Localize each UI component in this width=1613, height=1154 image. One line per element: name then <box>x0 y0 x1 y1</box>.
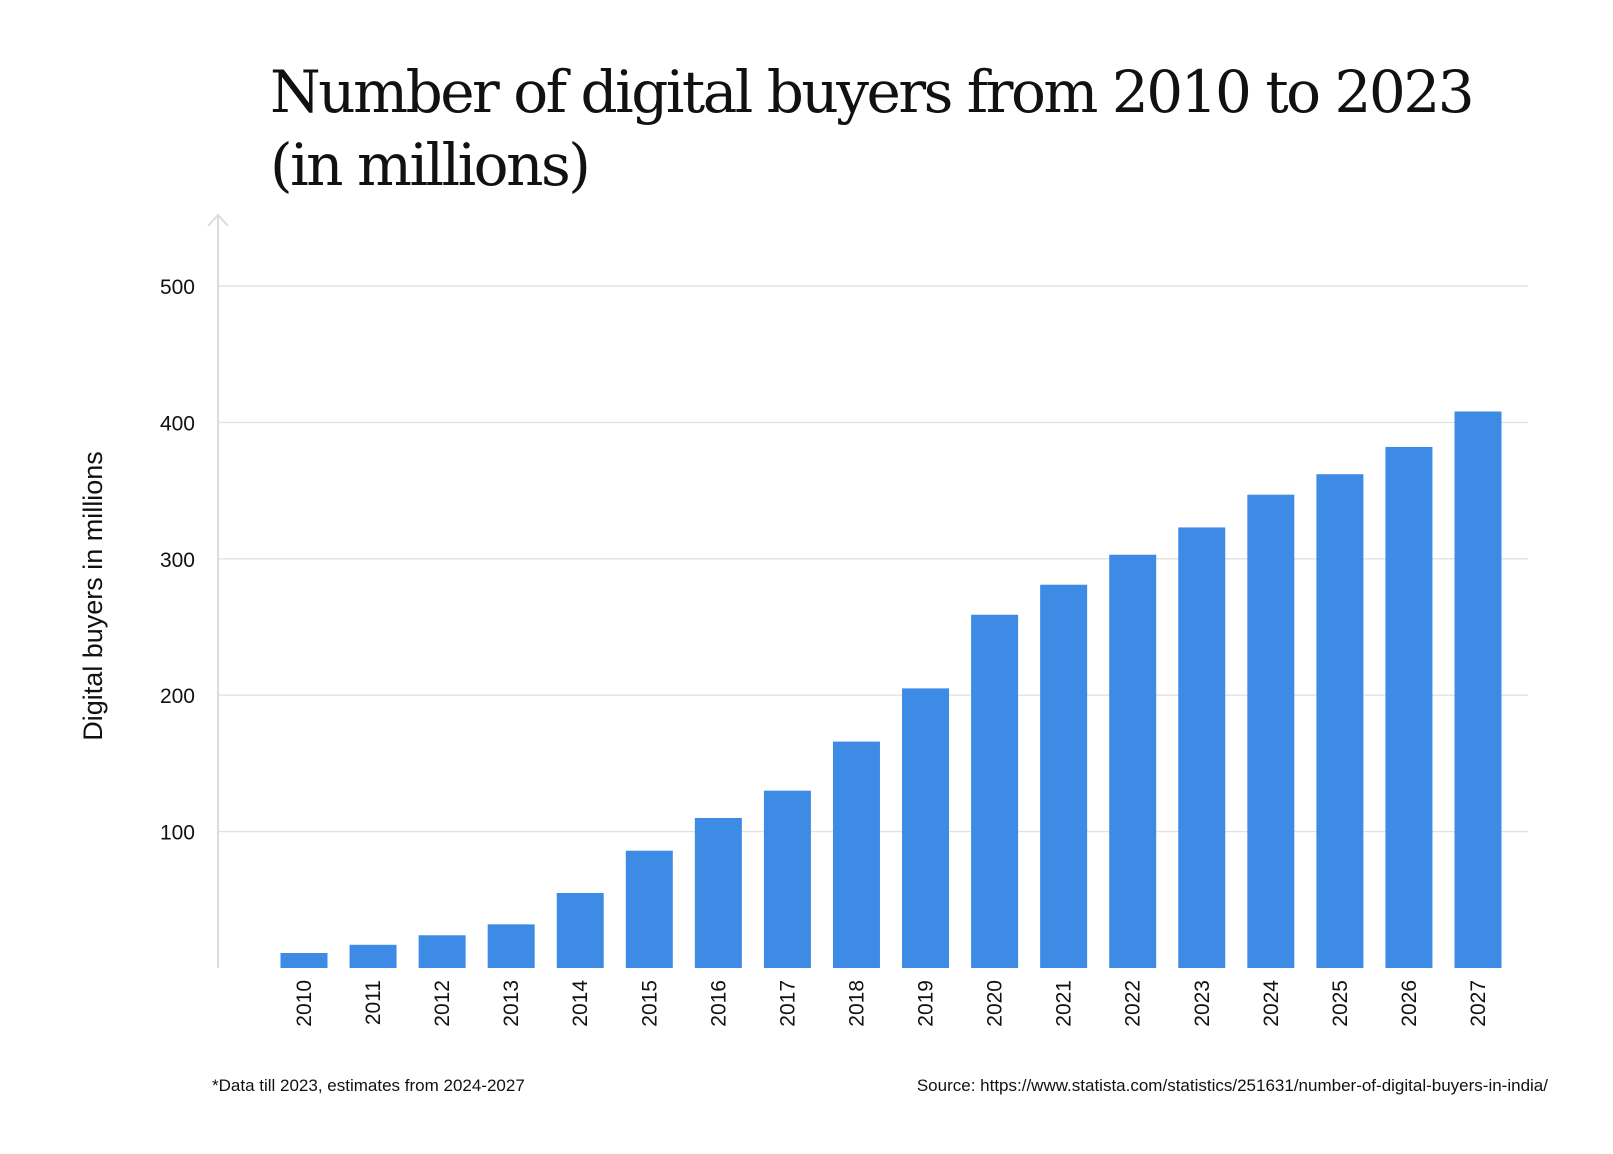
y-axis-arrow-icon <box>207 213 229 227</box>
bar-2014 <box>556 892 604 968</box>
y-tick-labels: 100 200 300 400 500 <box>160 276 195 845</box>
x-tick-label-2015: 2015 <box>638 980 661 1027</box>
x-tick-label-2025: 2025 <box>1329 980 1352 1027</box>
y-tick-label-100: 100 <box>160 822 195 845</box>
x-tick-label-2027: 2027 <box>1467 980 1490 1027</box>
bar-2010 <box>280 952 328 968</box>
x-tick-label-2022: 2022 <box>1122 980 1145 1027</box>
x-tick-label-2013: 2013 <box>500 980 523 1027</box>
bar-2015 <box>625 850 673 968</box>
bar-2018 <box>832 741 880 968</box>
bar-2025 <box>1316 474 1364 968</box>
bars <box>280 411 1502 968</box>
source-note: Source: https://www.statista.com/statist… <box>917 1076 1548 1095</box>
x-tick-label-2010: 2010 <box>293 980 316 1027</box>
y-axis <box>207 213 229 968</box>
bar-2027 <box>1454 411 1502 968</box>
x-tick-label-2019: 2019 <box>915 980 938 1027</box>
x-tick-label-2017: 2017 <box>776 980 799 1027</box>
x-tick-label-2023: 2023 <box>1191 980 1214 1027</box>
x-tick-label-2024: 2024 <box>1260 980 1283 1027</box>
gridlines <box>218 285 1528 833</box>
x-tick-label-2020: 2020 <box>984 980 1007 1027</box>
chart-title-line-2: (in millions) <box>270 131 588 199</box>
bar-2023 <box>1178 527 1226 968</box>
x-tick-label-2021: 2021 <box>1053 980 1076 1027</box>
x-tick-label-2026: 2026 <box>1398 980 1421 1027</box>
x-tick-labels: 2010 2011 2012 2013 2014 2015 2016 2017 2018 2019… <box>293 980 1490 1027</box>
bar-2016 <box>694 817 742 968</box>
x-tick-label-2014: 2014 <box>569 980 592 1027</box>
x-tick-label-2016: 2016 <box>707 980 730 1027</box>
y-tick-label-500: 500 <box>160 276 195 299</box>
bar-2020 <box>971 614 1019 968</box>
bar-2013 <box>487 924 535 968</box>
x-tick-label-2011: 2011 <box>362 980 385 1025</box>
bar-2022 <box>1109 554 1157 968</box>
bar-2019 <box>902 688 950 968</box>
bar-2024 <box>1247 494 1295 968</box>
bar-2012 <box>418 935 466 968</box>
bar-2011 <box>349 944 397 968</box>
footnote: *Data till 2023, estimates from 2024-202… <box>212 1076 525 1095</box>
x-tick-label-2018: 2018 <box>845 980 868 1027</box>
y-tick-label-300: 300 <box>160 549 195 572</box>
bar-2026 <box>1385 446 1433 968</box>
y-axis-label: Digital buyers in millions <box>78 451 108 741</box>
bar-2021 <box>1040 584 1088 968</box>
x-tick-label-2012: 2012 <box>431 980 454 1027</box>
chart-title-line-1: Number of digital buyers from 2010 to 20… <box>270 58 1472 126</box>
y-tick-label-200: 200 <box>160 685 195 708</box>
y-tick-label-400: 400 <box>160 412 195 435</box>
bar-2017 <box>763 790 811 968</box>
